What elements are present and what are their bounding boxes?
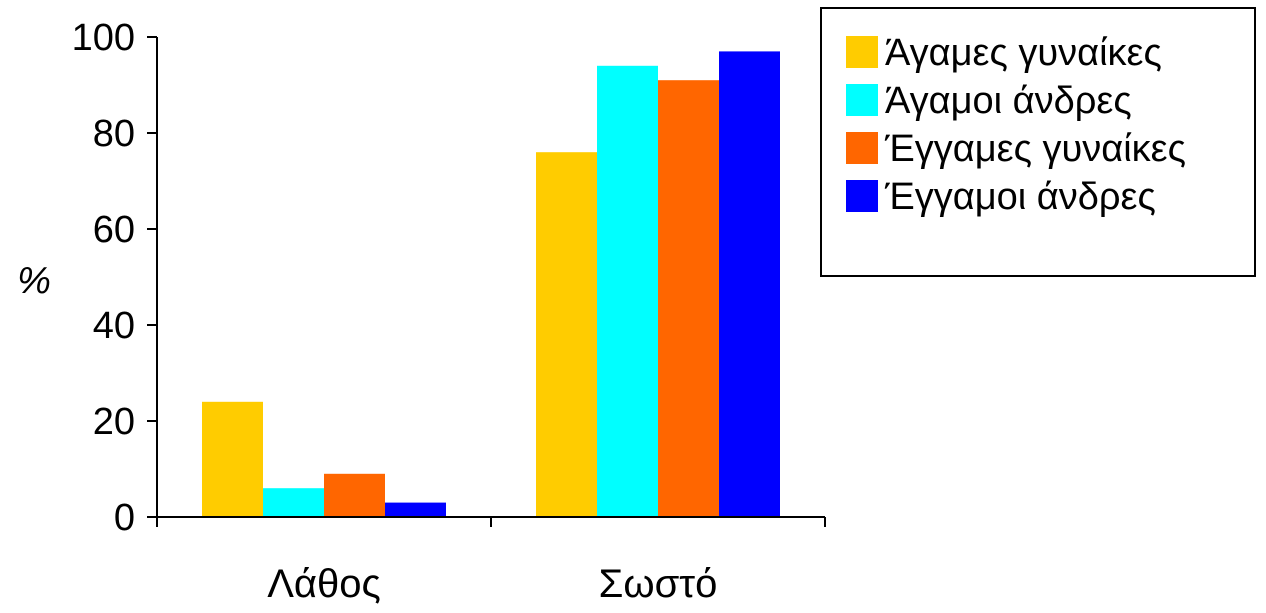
legend-swatch (846, 132, 878, 164)
y-tick-label: 80 (93, 113, 135, 155)
bar-2-4 (719, 51, 780, 517)
bar-2-2 (597, 66, 658, 517)
bar-1-2 (263, 488, 324, 517)
y-tick-label: 0 (114, 497, 135, 539)
y-tick-label: 60 (93, 209, 135, 251)
y-tick-label: 40 (93, 305, 135, 347)
y-tick-label: 100 (72, 17, 135, 59)
legend-label: Έγγαμες γυναίκες (884, 128, 1186, 170)
legend-label: Άγαμοι άνδρες (885, 80, 1132, 122)
y-tick-label: 20 (93, 401, 135, 443)
legend: Άγαμες γυναίκες Άγαμοι άνδρες Έγγαμες γυνα… (821, 8, 1255, 276)
bar-2-3 (658, 80, 719, 517)
bars-group (202, 51, 780, 517)
legend-swatch (846, 180, 878, 212)
x-tick-label: Σωστό (599, 562, 718, 606)
bar-1-1 (202, 402, 263, 517)
y-axis-label: % (17, 260, 51, 302)
bar-1-4 (385, 503, 446, 517)
legend-swatch (846, 36, 878, 68)
legend-label: Έγγαμοι άνδρες (884, 176, 1156, 218)
legend-label: Άγαμες γυναίκες (885, 32, 1162, 74)
legend-swatch (846, 84, 878, 116)
bar-1-3 (324, 474, 385, 517)
bar-2-1 (536, 152, 597, 517)
x-tick-label: Λάθος (267, 562, 381, 606)
